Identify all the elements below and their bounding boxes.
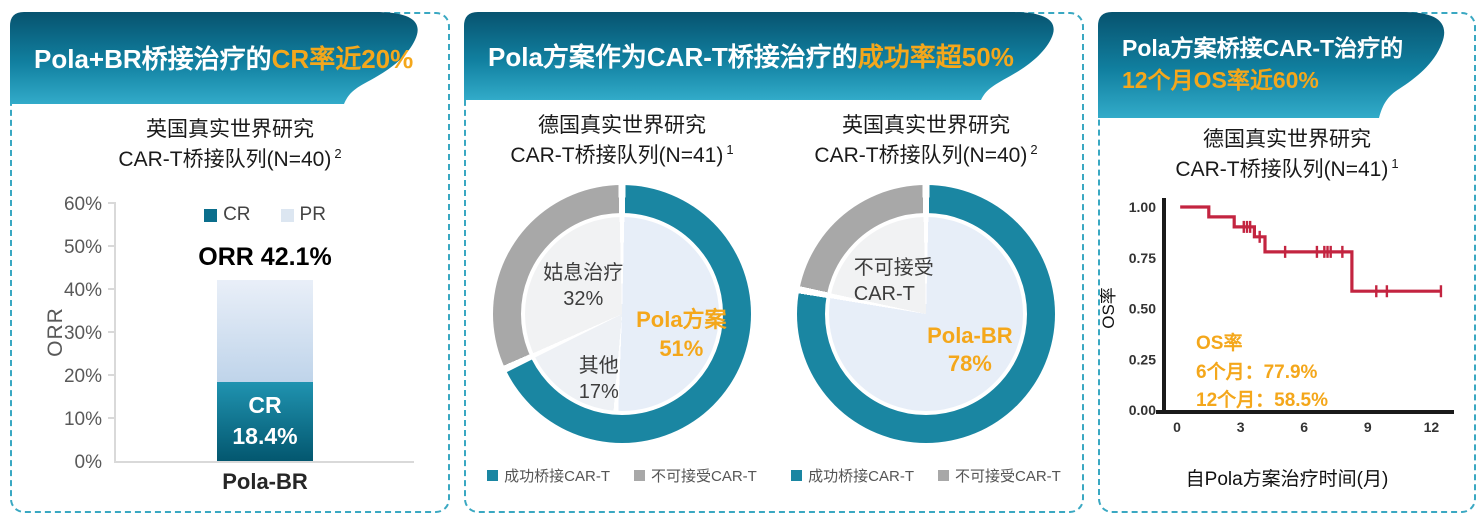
not-eligible-legend-swatch bbox=[938, 469, 949, 481]
slice-label-not-eligible: 不可接受 CAR-T bbox=[853, 256, 934, 305]
chart-legend: CR PR bbox=[116, 204, 414, 226]
panel-title: Pola+BR桥接治疗的 CR率近20% bbox=[12, 14, 413, 100]
reference-superscript: 2 bbox=[334, 145, 342, 161]
y-tickmark bbox=[108, 288, 114, 290]
panel-os-rate: Pola方案桥接CAR-T治疗的 12个月OS率近60% 德国真实世界研究 CA… bbox=[1098, 12, 1476, 513]
x-tick-0: 0 bbox=[1173, 419, 1181, 435]
panel-title: Pola方案作为CAR-T桥接治疗的 成功率超50% bbox=[466, 14, 1042, 96]
study-subtitle-germany: 德国真实世界研究 CAR-T桥接队列(N=41) 1 bbox=[510, 112, 733, 171]
y-tick-1.00: 1.00 bbox=[1129, 199, 1156, 215]
x-tick-12: 12 bbox=[1424, 419, 1440, 435]
panel-title-gold: 成功率超50% bbox=[857, 41, 1014, 72]
reference-superscript: 1 bbox=[726, 141, 734, 157]
x-tick-6: 6 bbox=[1300, 419, 1308, 435]
y-tick-20: 20% bbox=[63, 366, 102, 387]
y-tick-0: 0% bbox=[74, 452, 102, 473]
study-subtitle-line1: 英国真实世界研究 bbox=[146, 118, 314, 141]
bar-chart: ORR 0% 10% 20% 30% 40% 50% 60% CR PR ORR 42.1%… bbox=[22, 182, 434, 505]
y-tickmark bbox=[108, 331, 114, 333]
os-annotation: OS率 6个月：77.9% 12个月：58.5% bbox=[1196, 330, 1328, 416]
cr-legend-label: CR bbox=[223, 204, 251, 225]
y-tick-50: 50% bbox=[63, 237, 102, 258]
y-tick-30: 30% bbox=[63, 323, 102, 344]
y-tick-40: 40% bbox=[63, 280, 102, 301]
bar-segment-cr: CR 18.4% bbox=[217, 381, 313, 461]
y-tickmark bbox=[108, 374, 114, 376]
km-svg: 0.00 0.25 0.50 0.75 1.00 0 3 6 9 12 OS率 bbox=[1100, 198, 1454, 435]
legend-item-not-eligible: 不可接受CAR-T bbox=[634, 465, 757, 486]
donut-pie-uk bbox=[825, 212, 1027, 415]
study-subtitle-line1: 德国真实世界研究 bbox=[537, 114, 706, 137]
km-step-curve bbox=[1180, 205, 1441, 293]
y-tick-10: 10% bbox=[63, 409, 102, 430]
y-tick-0.25: 0.25 bbox=[1129, 351, 1156, 367]
study-subtitle-line1: 德国真实世界研究 bbox=[1203, 128, 1371, 151]
y-axis-ticks: 0% 10% 20% 30% 40% 50% 60% bbox=[42, 194, 102, 473]
reference-superscript: 1 bbox=[1391, 155, 1399, 171]
panel-title-gold: CR率近20% bbox=[271, 43, 414, 74]
study-subtitle-line2: CAR-T桥接队列(N=40) 2 bbox=[814, 141, 1038, 167]
x-category-label: Pola-BR bbox=[222, 469, 308, 494]
study-subtitle-line1: 英国真实世界研究 bbox=[841, 114, 1010, 137]
y-tickmark bbox=[108, 202, 114, 204]
panel-title: Pola方案桥接CAR-T治疗的 12个月OS率近60% bbox=[1100, 14, 1434, 114]
pr-legend-swatch bbox=[280, 208, 294, 222]
study-subtitle: 德国真实世界研究 CAR-T桥接队列(N=41) 1 bbox=[1100, 126, 1474, 185]
y-tick-0.00: 0.00 bbox=[1129, 402, 1156, 418]
slice-label-palliative: 姑息治疗 32% bbox=[543, 261, 624, 310]
panel-bridge-success: Pola方案作为CAR-T桥接治疗的 成功率超50% 德国真实世界研究 CAR-T… bbox=[464, 12, 1084, 513]
legend-item-success: 成功桥接CAR-T bbox=[487, 465, 610, 486]
x-tick-3: 3 bbox=[1237, 419, 1245, 435]
y-tickmark bbox=[108, 417, 114, 419]
panel-title-white: Pola方案作为CAR-T桥接治疗的 bbox=[488, 41, 858, 72]
study-subtitle-line2: CAR-T桥接队列(N=40) 2 bbox=[118, 145, 342, 171]
cr-legend-swatch bbox=[204, 208, 218, 222]
slice-label-pola: Pola方案 51% bbox=[636, 307, 727, 361]
cr-inner-name: CR bbox=[248, 392, 282, 419]
legend-item-cr: CR bbox=[204, 204, 251, 226]
donut-chart-germany: 姑息治疗 32% 其他 17% Pola方案 51% bbox=[493, 184, 751, 443]
y-tickmark bbox=[108, 245, 114, 247]
slice-label-other: 其他 17% bbox=[578, 354, 619, 403]
bar-segment-pr bbox=[217, 280, 313, 382]
os-annotation-6mo: 6个月：77.9% bbox=[1196, 361, 1318, 383]
study-subtitle-uk: 英国真实世界研究 CAR-T桥接队列(N=40) 2 bbox=[814, 112, 1037, 171]
legend-item-pr: PR bbox=[280, 204, 326, 226]
slice-label-pola-br: Pola-BR 78% bbox=[927, 322, 1013, 377]
donut-pie-germany bbox=[521, 212, 723, 415]
os-annotation-title: OS率 bbox=[1196, 333, 1243, 354]
orr-total-label: ORR 42.1% bbox=[198, 243, 332, 271]
donut-legend-germany: 成功桥接CAR-T 不可接受CAR-T bbox=[487, 465, 757, 486]
uk-cohort-column: 英国真实世界研究 CAR-T桥接队列(N=40) 2 不可接受 CAR-T Pola… bbox=[778, 112, 1074, 505]
x-tick-9: 9 bbox=[1364, 419, 1372, 435]
x-axis-title: 自Pola方案治疗时间(月) bbox=[1185, 469, 1389, 490]
pr-legend-label: PR bbox=[299, 204, 326, 225]
os-annotation-12mo: 12个月：58.5% bbox=[1196, 390, 1329, 411]
panel-title-white: Pola方案桥接CAR-T治疗的 bbox=[1122, 34, 1404, 61]
y-tick-60: 60% bbox=[63, 194, 102, 215]
plot-area: CR PR ORR 42.1% CR 18.4% Pola-BR bbox=[108, 202, 414, 494]
y-tick-0.50: 0.50 bbox=[1129, 301, 1156, 317]
km-chart: 0.00 0.25 0.50 0.75 1.00 0 3 6 9 12 OS率 OS率 6个月：77… bbox=[1100, 184, 1474, 436]
panel-title-white: Pola+BR桥接治疗的 bbox=[34, 43, 272, 74]
y-axis-title: OS率 bbox=[1100, 287, 1118, 329]
legend-item-success: 成功桥接CAR-T bbox=[791, 465, 914, 486]
legend-item-not-eligible: 不可接受CAR-T bbox=[938, 465, 1061, 486]
study-subtitle-line2: CAR-T桥接队列(N=41) 1 bbox=[510, 141, 734, 167]
donut-chart-uk: 不可接受 CAR-T Pola-BR 78% bbox=[797, 184, 1055, 443]
not-eligible-legend-swatch bbox=[634, 469, 645, 481]
panel-title-gold: 12个月OS率近60% bbox=[1122, 67, 1319, 93]
study-subtitle-line2: CAR-T桥接队列(N=41) 1 bbox=[1175, 155, 1399, 181]
germany-cohort-column: 德国真实世界研究 CAR-T桥接队列(N=41) 1 姑息治疗 32% 其他 17% … bbox=[474, 112, 770, 505]
success-legend-swatch bbox=[791, 469, 803, 481]
y-tick-0.75: 0.75 bbox=[1129, 250, 1156, 266]
reference-superscript: 2 bbox=[1030, 141, 1038, 157]
study-subtitle: 英国真实世界研究 CAR-T桥接队列(N=40) 2 bbox=[12, 116, 448, 175]
cr-inner-value: 18.4% bbox=[232, 423, 298, 450]
panel-cr-rate: Pola+BR桥接治疗的 CR率近20% 英国真实世界研究 CAR-T桥接队列(N… bbox=[10, 12, 450, 513]
success-legend-swatch bbox=[487, 469, 499, 481]
donut-legend-uk: 成功桥接CAR-T 不可接受CAR-T bbox=[791, 465, 1061, 486]
stacked-bar: CR 18.4% bbox=[217, 280, 313, 461]
